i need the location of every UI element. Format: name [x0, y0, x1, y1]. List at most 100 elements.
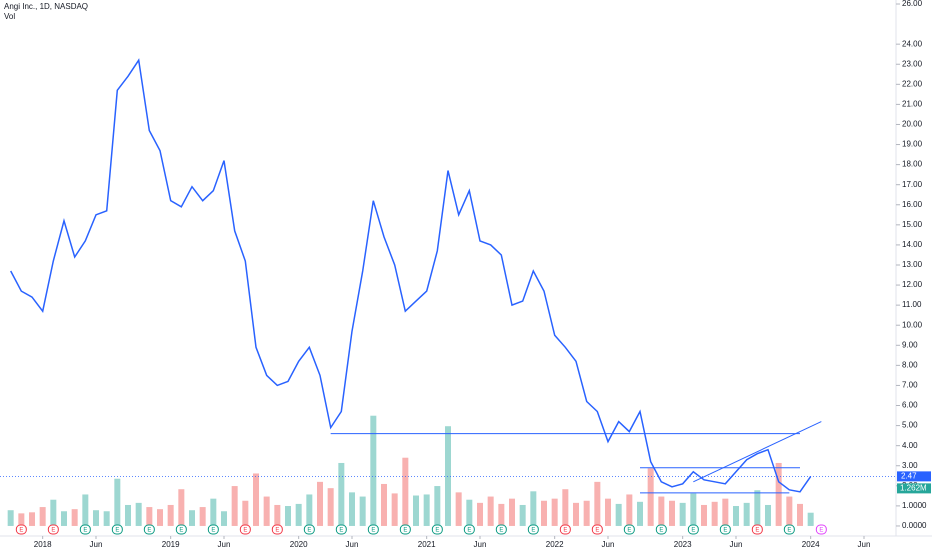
event-label: E — [211, 528, 215, 534]
volume-bar — [487, 496, 494, 526]
volume-bar — [573, 502, 579, 526]
chart-title: Angi Inc., 1D, NASDAQ — [4, 2, 88, 11]
volume-bar — [189, 510, 195, 526]
event-marker — [79, 524, 91, 535]
volume-bar — [7, 510, 14, 526]
event-label: E — [595, 528, 599, 534]
last-price-box — [897, 471, 931, 482]
y-tick-label: 18.00 — [902, 160, 923, 169]
x-tick-label: Jun — [90, 540, 103, 549]
volume-bar — [775, 462, 782, 526]
event-marker — [495, 524, 507, 535]
event-marker — [15, 524, 27, 535]
volume-bar — [647, 468, 654, 526]
event-label: E — [403, 528, 407, 534]
event-label: E — [275, 528, 279, 534]
event-label: E — [787, 528, 791, 534]
volume-bar — [253, 473, 259, 526]
event-marker — [271, 524, 283, 535]
price-line — [10, 58, 812, 493]
event-marker — [399, 524, 411, 535]
x-tick-label: 2020 — [290, 540, 308, 549]
volume-bar — [402, 457, 409, 526]
volume-bar — [349, 492, 355, 526]
volume-bar — [82, 494, 89, 526]
volume-bar — [103, 511, 110, 526]
event-label: E — [435, 528, 439, 534]
y-tick-label: 6.00 — [902, 401, 918, 410]
event-label: E — [115, 528, 119, 534]
event-marker — [655, 524, 667, 535]
y-tick-label: 23.00 — [902, 59, 923, 68]
y-tick-label: 3.00 — [902, 461, 918, 470]
event-marker — [47, 524, 59, 535]
event-label: E — [339, 528, 343, 534]
event-label: E — [467, 528, 471, 534]
volume-bar — [221, 511, 227, 526]
volume-bar — [423, 494, 430, 526]
volume-bar — [743, 502, 750, 526]
volume-bar — [498, 503, 505, 526]
volume-bar — [231, 486, 238, 526]
y-tick-label: 4.00 — [902, 441, 918, 450]
volume-bar — [786, 496, 793, 526]
volume-bar — [519, 504, 526, 526]
y-tick-label: 0.0000 — [902, 521, 927, 530]
volume-label: Vol — [4, 12, 15, 21]
event-label: E — [19, 528, 23, 534]
volume-bar — [327, 488, 334, 526]
event-label: E — [627, 528, 631, 534]
event-label: E — [179, 528, 183, 534]
x-tick-label: Jun — [346, 540, 359, 549]
event-marker — [527, 524, 539, 535]
event-label: E — [51, 528, 55, 534]
volume-bar — [370, 415, 377, 526]
y-tick-label: 10.00 — [902, 320, 923, 329]
event-marker — [367, 524, 379, 535]
volume-bar — [18, 513, 25, 526]
y-tick-label: 11.00 — [902, 300, 922, 309]
volume-bar — [135, 502, 142, 526]
volume-bar — [199, 507, 206, 526]
event-label: E — [147, 528, 151, 534]
volume-bar — [594, 481, 601, 526]
trendline — [693, 421, 822, 483]
event-label: E — [691, 528, 695, 534]
volume-bar — [50, 499, 57, 526]
y-tick-label: 16.00 — [902, 200, 923, 209]
y-tick-label: 8.00 — [902, 360, 918, 369]
volume-bar — [455, 492, 462, 526]
event-marker — [559, 524, 571, 535]
volume-bar — [157, 509, 163, 526]
event-marker — [719, 524, 731, 535]
event-marker — [815, 524, 827, 535]
x-tick-label: 2021 — [418, 540, 436, 549]
volume-bar — [530, 491, 537, 526]
y-tick-label: 20.00 — [902, 120, 923, 129]
volume-bar — [338, 462, 345, 526]
volume-bar — [242, 500, 249, 526]
x-tick-label: 2019 — [162, 540, 180, 549]
volume-bar — [637, 501, 643, 526]
event-marker — [463, 524, 475, 535]
event-label: E — [563, 528, 567, 534]
y-tick-label: 1.0000 — [902, 501, 927, 510]
volume-bar — [807, 512, 814, 526]
y-tick-label: 21.00 — [902, 99, 923, 108]
volume-bar — [562, 489, 569, 526]
y-tick-label: 19.00 — [902, 140, 923, 149]
event-marker — [143, 524, 155, 535]
event-label: E — [531, 528, 535, 534]
volume-bar — [658, 496, 665, 526]
x-tick-label: Jun — [474, 540, 487, 549]
volume-bar — [61, 511, 67, 526]
event-marker — [175, 524, 187, 535]
x-tick-label: 2022 — [546, 540, 564, 549]
event-marker — [431, 524, 443, 535]
event-marker — [335, 524, 347, 535]
volume-bar — [541, 500, 547, 526]
y-tick-label: 5.00 — [902, 421, 918, 430]
volume-bar — [71, 509, 78, 526]
volume-bar — [679, 502, 686, 526]
